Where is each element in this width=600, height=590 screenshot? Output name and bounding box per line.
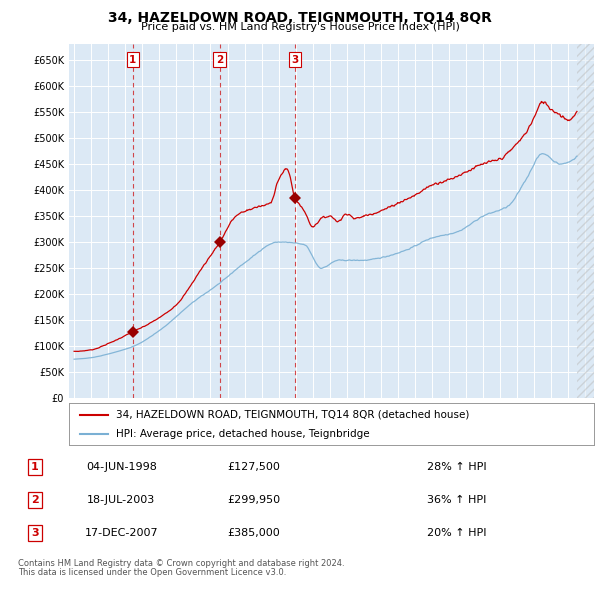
- Text: 28% ↑ HPI: 28% ↑ HPI: [427, 462, 487, 472]
- Text: 18-JUL-2003: 18-JUL-2003: [88, 495, 155, 505]
- Text: 36% ↑ HPI: 36% ↑ HPI: [427, 495, 486, 505]
- Bar: [577, 44, 594, 398]
- Text: 04-JUN-1998: 04-JUN-1998: [86, 462, 157, 472]
- Text: 20% ↑ HPI: 20% ↑ HPI: [427, 528, 486, 538]
- Text: 3: 3: [31, 528, 39, 538]
- Text: £385,000: £385,000: [227, 528, 280, 538]
- Text: £127,500: £127,500: [227, 462, 280, 472]
- Text: 1: 1: [129, 55, 136, 65]
- Text: 17-DEC-2007: 17-DEC-2007: [85, 528, 158, 538]
- Text: This data is licensed under the Open Government Licence v3.0.: This data is licensed under the Open Gov…: [18, 568, 286, 577]
- Text: Price paid vs. HM Land Registry's House Price Index (HPI): Price paid vs. HM Land Registry's House …: [140, 22, 460, 32]
- Text: 1: 1: [31, 462, 39, 472]
- Text: HPI: Average price, detached house, Teignbridge: HPI: Average price, detached house, Teig…: [116, 428, 370, 438]
- Text: 2: 2: [216, 55, 223, 65]
- Text: 34, HAZELDOWN ROAD, TEIGNMOUTH, TQ14 8QR (detached house): 34, HAZELDOWN ROAD, TEIGNMOUTH, TQ14 8QR…: [116, 410, 470, 420]
- Text: £299,950: £299,950: [227, 495, 280, 505]
- Text: 2: 2: [31, 495, 39, 505]
- Text: 3: 3: [292, 55, 299, 65]
- Text: 34, HAZELDOWN ROAD, TEIGNMOUTH, TQ14 8QR: 34, HAZELDOWN ROAD, TEIGNMOUTH, TQ14 8QR: [108, 11, 492, 25]
- Text: Contains HM Land Registry data © Crown copyright and database right 2024.: Contains HM Land Registry data © Crown c…: [18, 559, 344, 568]
